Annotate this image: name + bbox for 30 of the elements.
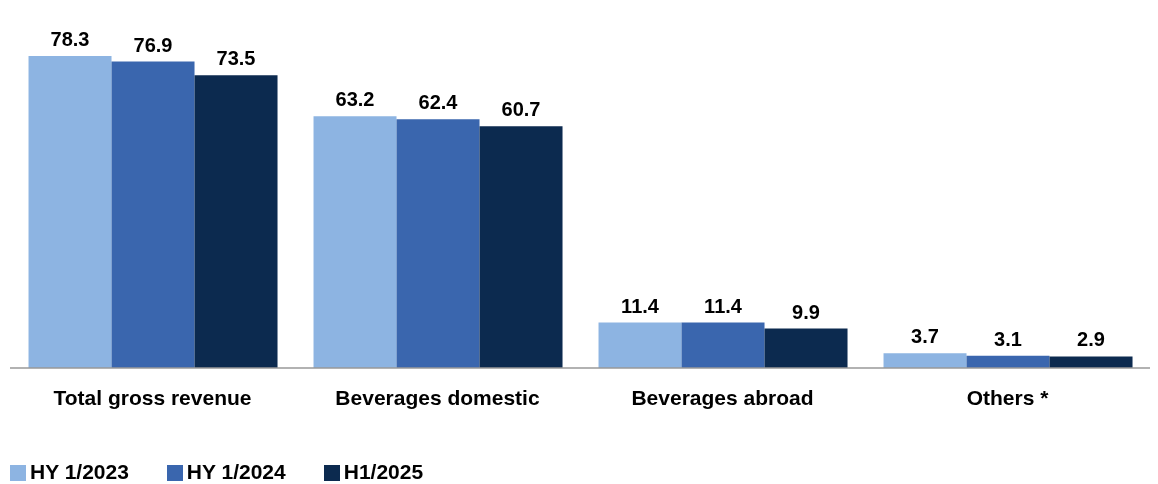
legend-label: H1/2025 [343,460,424,483]
bar [681,322,765,368]
data-label: 60.7 [501,98,541,121]
data-label: 78.3 [50,28,90,50]
data-label: 2.9 [1077,328,1105,351]
bar [1049,356,1133,368]
data-label: 11.4 [621,294,660,317]
data-label: 62.4 [418,91,459,114]
legend-label: HY 1/2023 [30,460,129,483]
data-label: 3.1 [994,327,1022,350]
data-label: 11.4 [704,294,743,317]
bar [883,353,967,368]
bar [479,126,563,368]
bar [396,119,480,368]
bar [313,116,397,368]
bar [28,56,112,368]
data-label: 73.5 [216,47,256,70]
legend-label: HY 1/2024 [186,460,286,483]
x-tick-label: Total gross revenue [53,385,252,409]
bar [598,322,682,368]
data-label: 76.9 [133,33,173,56]
data-label: 9.9 [792,300,820,323]
bar [111,61,195,368]
data-label: 3.7 [911,325,939,348]
bar [764,328,848,368]
bar [194,75,278,368]
x-tick-label: Others * [966,385,1050,409]
data-label: 63.2 [335,88,375,111]
x-tick-label: Beverages domestic [335,385,540,409]
x-tick-label: Beverages abroad [631,385,814,409]
